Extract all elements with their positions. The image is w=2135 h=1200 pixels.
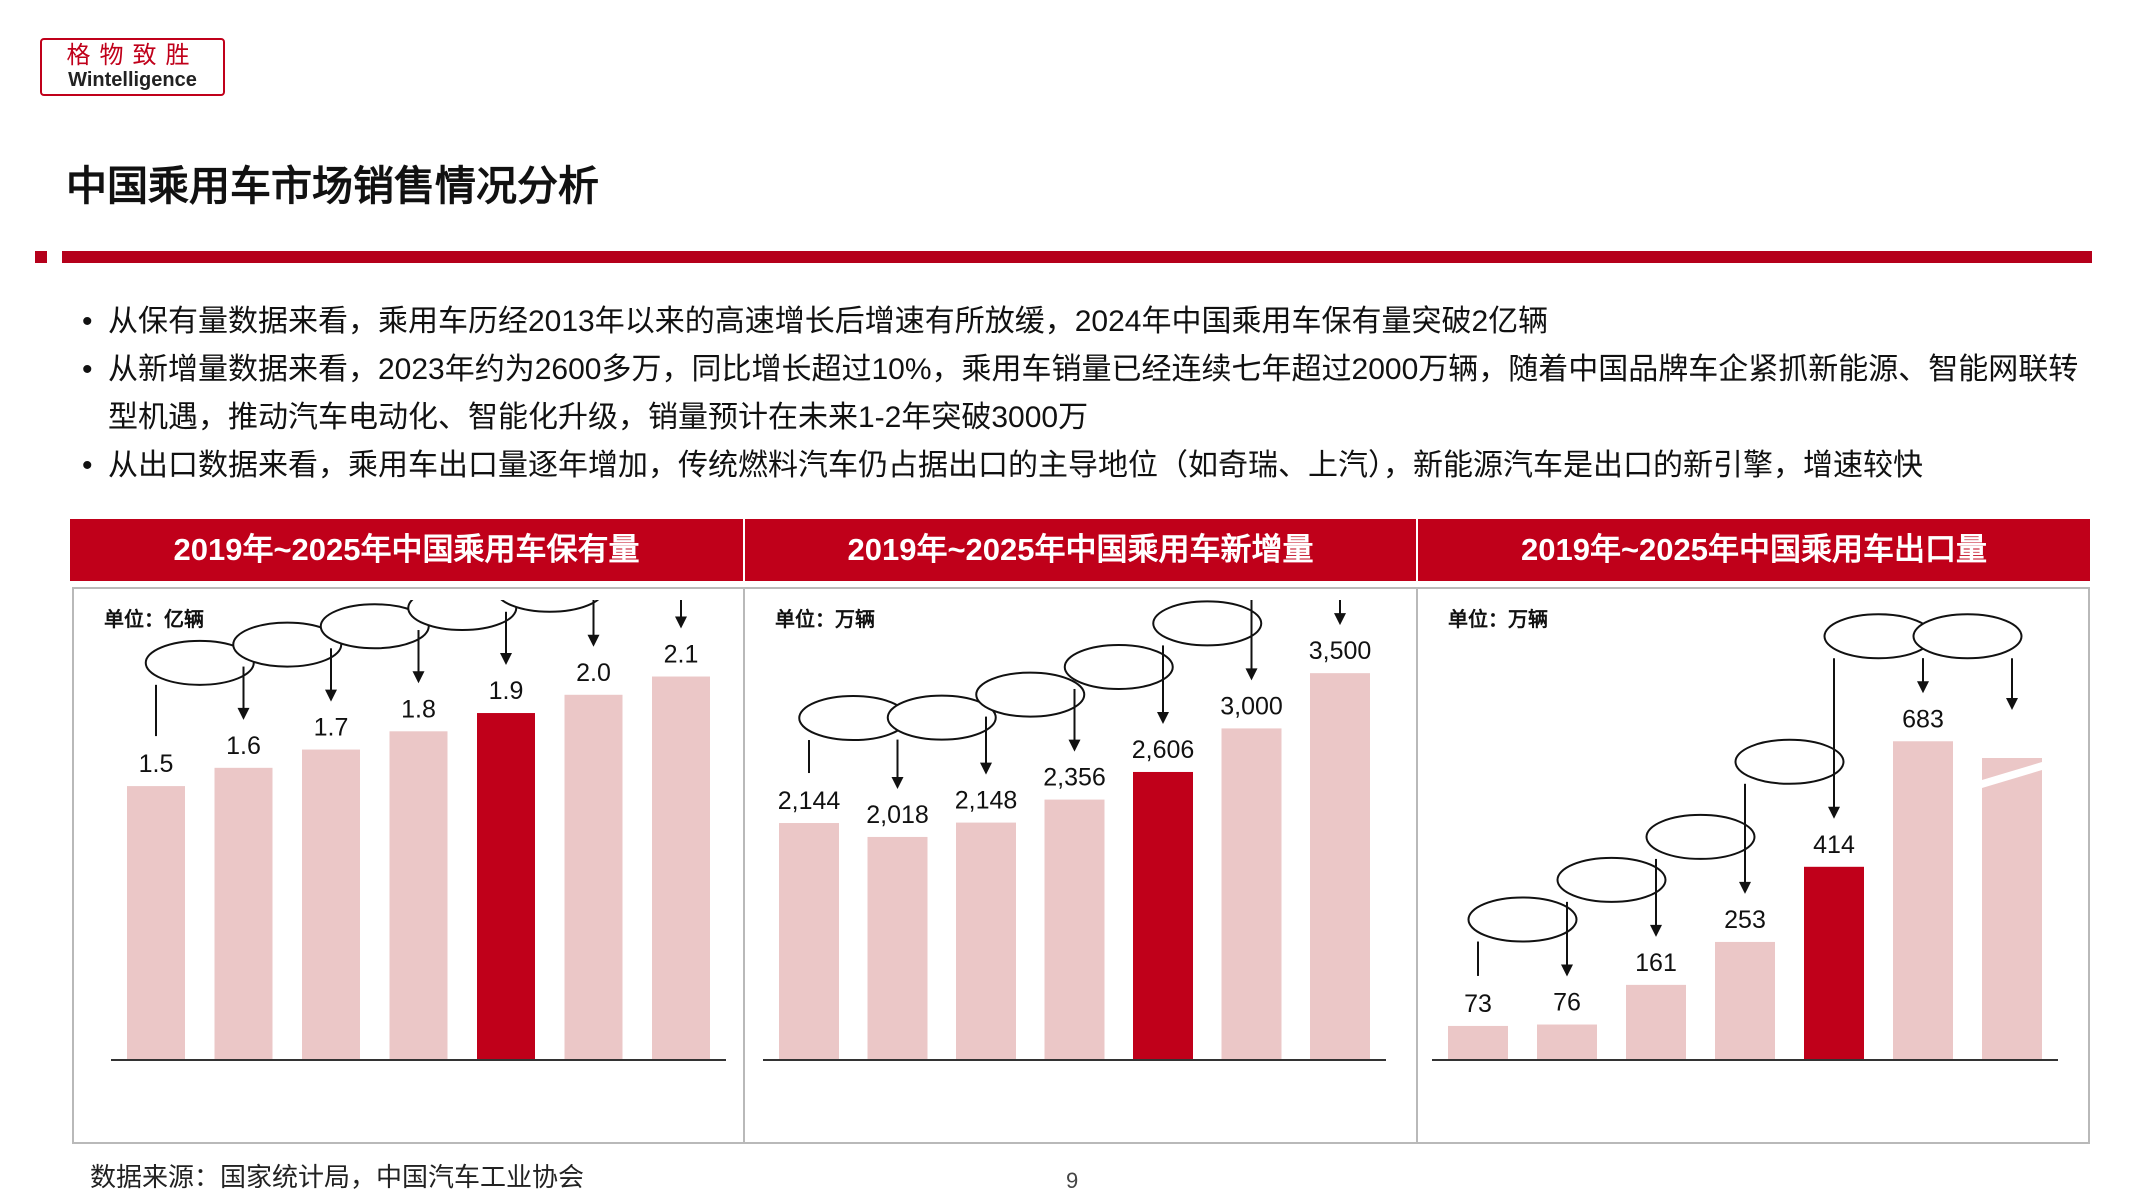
bar [477,713,535,1060]
bar [127,786,185,1060]
bar [652,676,710,1060]
data-label: 2,018 [866,801,929,829]
growth-callout [886,694,997,741]
page-number: 9 [1066,1168,1079,1193]
chart-header-export: 2019年~2025年中国乘用车出口量 [1418,519,2090,581]
unit-label: 单位：万辆 [775,607,875,631]
growth-callout [1152,600,1263,647]
bar [1893,741,1953,1060]
data-label: 3,500 [1309,637,1372,665]
data-label: 2,144 [778,787,841,815]
bar [1448,1025,1508,1060]
growth-callout [1063,643,1174,690]
page-title: 中国乘用车市场销售情况分析 [66,163,599,209]
growth-callout [1912,613,2023,660]
export-bar-chart: 单位：万辆 73 76 161 253 414 683 [1432,607,2058,1061]
data-label: 414 [1813,831,1855,859]
data-label: 3,000 [1220,692,1283,720]
bar [779,823,839,1060]
growth-callout [1645,813,1756,860]
bar [564,694,623,1060]
data-label: 1.6 [226,732,261,760]
callout-arrowhead [1334,613,1346,626]
growth-callout [1556,856,1667,903]
data-label: 2.1 [664,641,699,669]
ownership-bar-chart: 单位：亿辆 1.5 1.6 1.7 1.8 1.9 2.0 2.1 [104,600,726,1061]
bar [1537,1024,1597,1060]
data-label: 76 [1553,989,1581,1017]
bar [389,731,448,1060]
bar [956,822,1016,1060]
bar [1804,866,1864,1060]
data-label: 2,606 [1132,736,1195,764]
break-mark [1982,762,2042,788]
company-logo: 格物致胜 Wintelligence [40,38,225,96]
new-sales-bar-chart: 单位：万辆 2,144 2,018 2,148 2,356 2,606 3,000 3,500 [763,600,1386,1061]
chart-header-new-sales: 2019年~2025年中国乘用车新增量 [745,519,1416,581]
data-label: 73 [1464,990,1492,1018]
growth-callout [1734,738,1845,785]
bar [214,767,273,1060]
growth-callout [500,600,600,613]
bullet-list: 从保有量数据来看，乘用车历经2013年以来的高速增长后增速有所放缓，2024年中… [82,298,2082,490]
data-label: 1.8 [401,695,436,723]
data-label: 2.0 [576,659,611,687]
growth-callout [975,671,1086,718]
data-label: 683 [1902,705,1944,733]
chart-panel-export [1416,587,2090,1144]
bar [302,749,360,1060]
callout-arrowhead [675,616,687,629]
title-rule [62,251,2092,263]
data-label: 253 [1724,906,1766,934]
bar [1133,771,1193,1060]
growth-callout [1467,896,1578,943]
bar [1221,728,1282,1060]
bullet-item: 从新增量数据来看，2023年约为2600多万，同比增长超过10%，乘用车销量已经… [82,346,2082,442]
data-label: 1.5 [139,750,174,778]
data-label: 1.7 [314,714,349,742]
data-label: 1.9 [489,677,524,705]
chart-header-ownership: 2019年~2025年中国乘用车保有量 [70,519,743,581]
bar [1982,758,2042,1060]
logo-chinese-text: 格物致胜 [66,41,199,69]
bar [867,836,928,1060]
bar [1626,984,1686,1060]
bar [1715,941,1775,1060]
data-label: 2,148 [955,787,1018,815]
data-label: 161 [1635,949,1677,977]
data-label: 2,356 [1043,764,1106,792]
title-rule-dot [35,251,47,263]
bar [1310,673,1370,1060]
data-source: 数据来源：国家统计局，中国汽车工业协会 [90,1162,585,1192]
bullet-item: 从出口数据来看，乘用车出口量逐年增加，传统燃料汽车仍占据出口的主导地位（如奇瑞、… [82,442,2082,490]
bullet-item: 从保有量数据来看，乘用车历经2013年以来的高速增长后增速有所放缓，2024年中… [82,298,2082,346]
logo-english-text: Wintelligence [68,69,197,91]
bar [1044,799,1105,1060]
unit-label: 单位：亿辆 [104,607,204,631]
unit-label: 单位：万辆 [1448,607,1548,631]
callout-arrowhead [2006,698,2018,710]
